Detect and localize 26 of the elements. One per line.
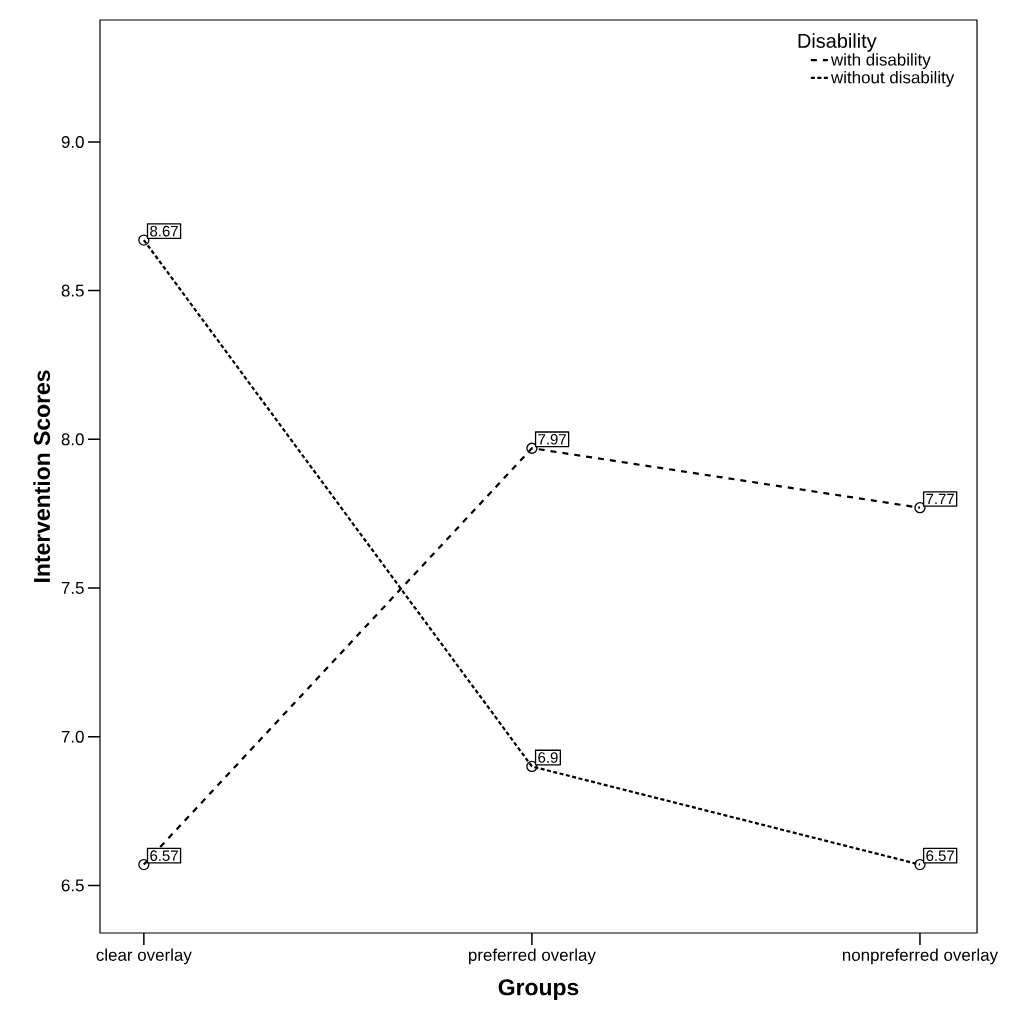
y-axis-title: Intervention Scores [33, 370, 51, 582]
point [526, 442, 538, 454]
legend-label: without disability [830, 70, 955, 87]
point [526, 760, 538, 773]
y-tick-label: 9.0 [61, 135, 84, 148]
point [914, 858, 926, 871]
data-label: 6.9 [538, 752, 558, 763]
y-tick-label: 6.5 [61, 879, 84, 892]
x-axis-title: Groups [498, 979, 579, 1000]
data-label: 6.57 [926, 850, 954, 861]
data-label: 7.97 [538, 434, 566, 445]
x-tick-label: nonpreferred overlay [842, 948, 999, 965]
y-tick-label: 8.5 [61, 284, 84, 297]
y-tick-label: 8.0 [61, 433, 84, 446]
legend-title: Disability [798, 33, 877, 52]
y-tick-label: 7.5 [61, 582, 84, 594]
data-label: 7.77 [926, 493, 954, 505]
legend-label: with disability [830, 53, 931, 69]
point [138, 234, 150, 246]
point [138, 858, 150, 871]
point [914, 502, 926, 514]
data-label: 6.57 [150, 850, 178, 861]
y-tick-label: 7.0 [61, 730, 84, 743]
x-tick-label: preferred overlay [468, 948, 596, 965]
x-tick-label: clear overlay [96, 948, 192, 965]
data-label: 8.67 [150, 225, 178, 237]
